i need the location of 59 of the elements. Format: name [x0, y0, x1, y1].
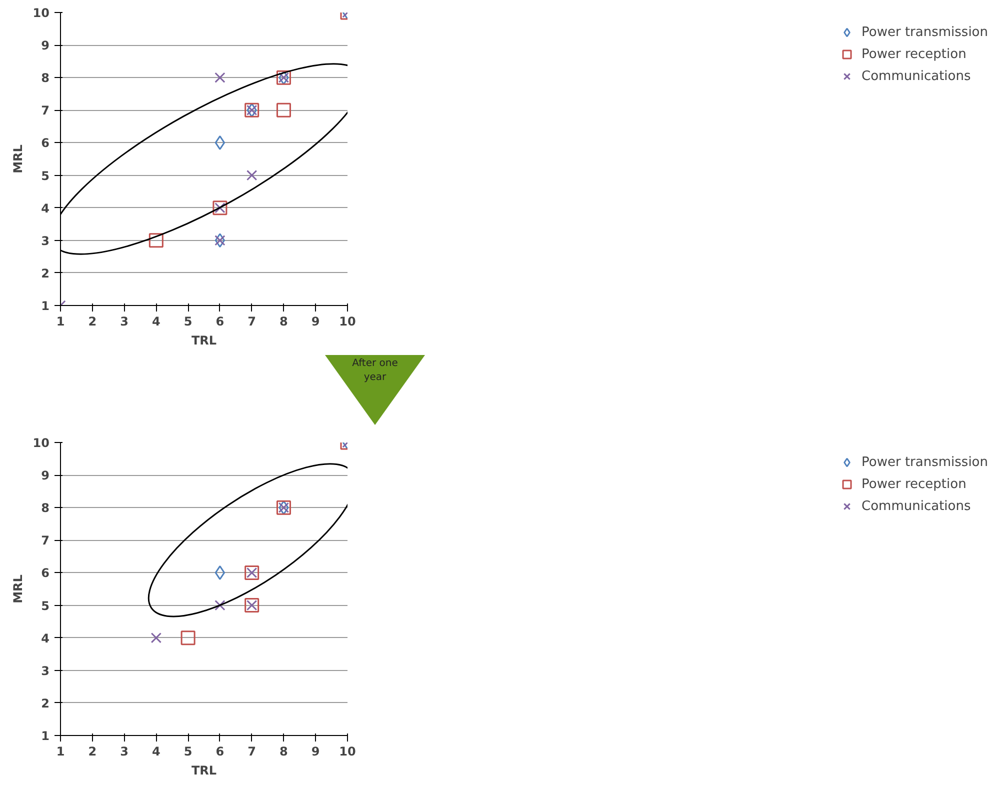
x-tick-label: 9 [311, 744, 320, 758]
y-tick-label: 8 [41, 71, 50, 86]
x-tick-label: 8 [280, 744, 288, 758]
x-axis-title: TRL [191, 764, 217, 778]
legend-label: Power transmission [862, 24, 988, 40]
x-tick-label: 5 [184, 314, 192, 328]
x-tick-label: 5 [184, 744, 192, 758]
x-tick-label: 3 [120, 314, 128, 328]
x-tick-label: 4 [152, 314, 160, 328]
y-tick-label: 5 [41, 168, 50, 183]
x-tick-label: 1 [56, 744, 65, 758]
y-tick-label: 10 [32, 436, 50, 450]
legend-label: Power reception [862, 46, 966, 62]
x-tick-label: 7 [248, 744, 256, 758]
point [180, 630, 196, 646]
y-tick-label: 1 [41, 299, 50, 313]
y-axis-title: MRL [10, 574, 25, 604]
point [214, 135, 226, 150]
point [276, 102, 291, 118]
y-tick-label: 8 [41, 501, 50, 516]
y-tick-label: 5 [41, 598, 50, 613]
y-tick-label: 6 [41, 136, 50, 150]
y-tick-label: 9 [41, 468, 50, 483]
x-tick-label: 10 [339, 744, 356, 758]
text: After one year [351, 357, 399, 386]
y-tick-label: 9 [41, 38, 50, 53]
legend-label: Communications [862, 68, 971, 84]
y-tick-label: 1 [41, 729, 50, 743]
x-tick-label: 6 [216, 314, 224, 328]
y-tick-label: 4 [41, 201, 50, 216]
legend-label: Communications [862, 498, 971, 514]
y-tick-label: 7 [41, 534, 50, 548]
x-tick-label: 3 [120, 744, 128, 758]
y-tick-label: 6 [41, 566, 50, 580]
point [214, 600, 226, 611]
x-tick-label: 2 [88, 744, 97, 758]
x-tick-label: 6 [216, 744, 224, 758]
x-tick-label: 4 [152, 744, 160, 758]
legend-label: Power transmission [862, 454, 988, 470]
legend-label: Power reception [862, 476, 966, 492]
point [148, 233, 164, 248]
y-tick-label: 3 [41, 664, 50, 678]
x-tick-label: 8 [280, 314, 288, 328]
x-tick-label: 10 [339, 314, 356, 328]
x-tick-label: 9 [311, 314, 320, 328]
x-tick-label: 2 [88, 314, 97, 328]
point [246, 170, 258, 181]
y-tick-label: 2 [41, 696, 50, 710]
y-tick-label: 2 [41, 266, 50, 280]
point [214, 72, 226, 83]
y-tick-label: 3 [41, 234, 50, 248]
point [150, 632, 162, 644]
y-axis-title: MRL [10, 144, 25, 174]
x-tick-label: 1 [56, 314, 65, 328]
x-tick-label: 7 [248, 314, 256, 328]
y-tick-label: 4 [41, 631, 50, 646]
y-tick-label: 10 [32, 6, 50, 20]
x-axis-title: TRL [191, 334, 217, 348]
y-tick-label: 7 [41, 104, 50, 118]
